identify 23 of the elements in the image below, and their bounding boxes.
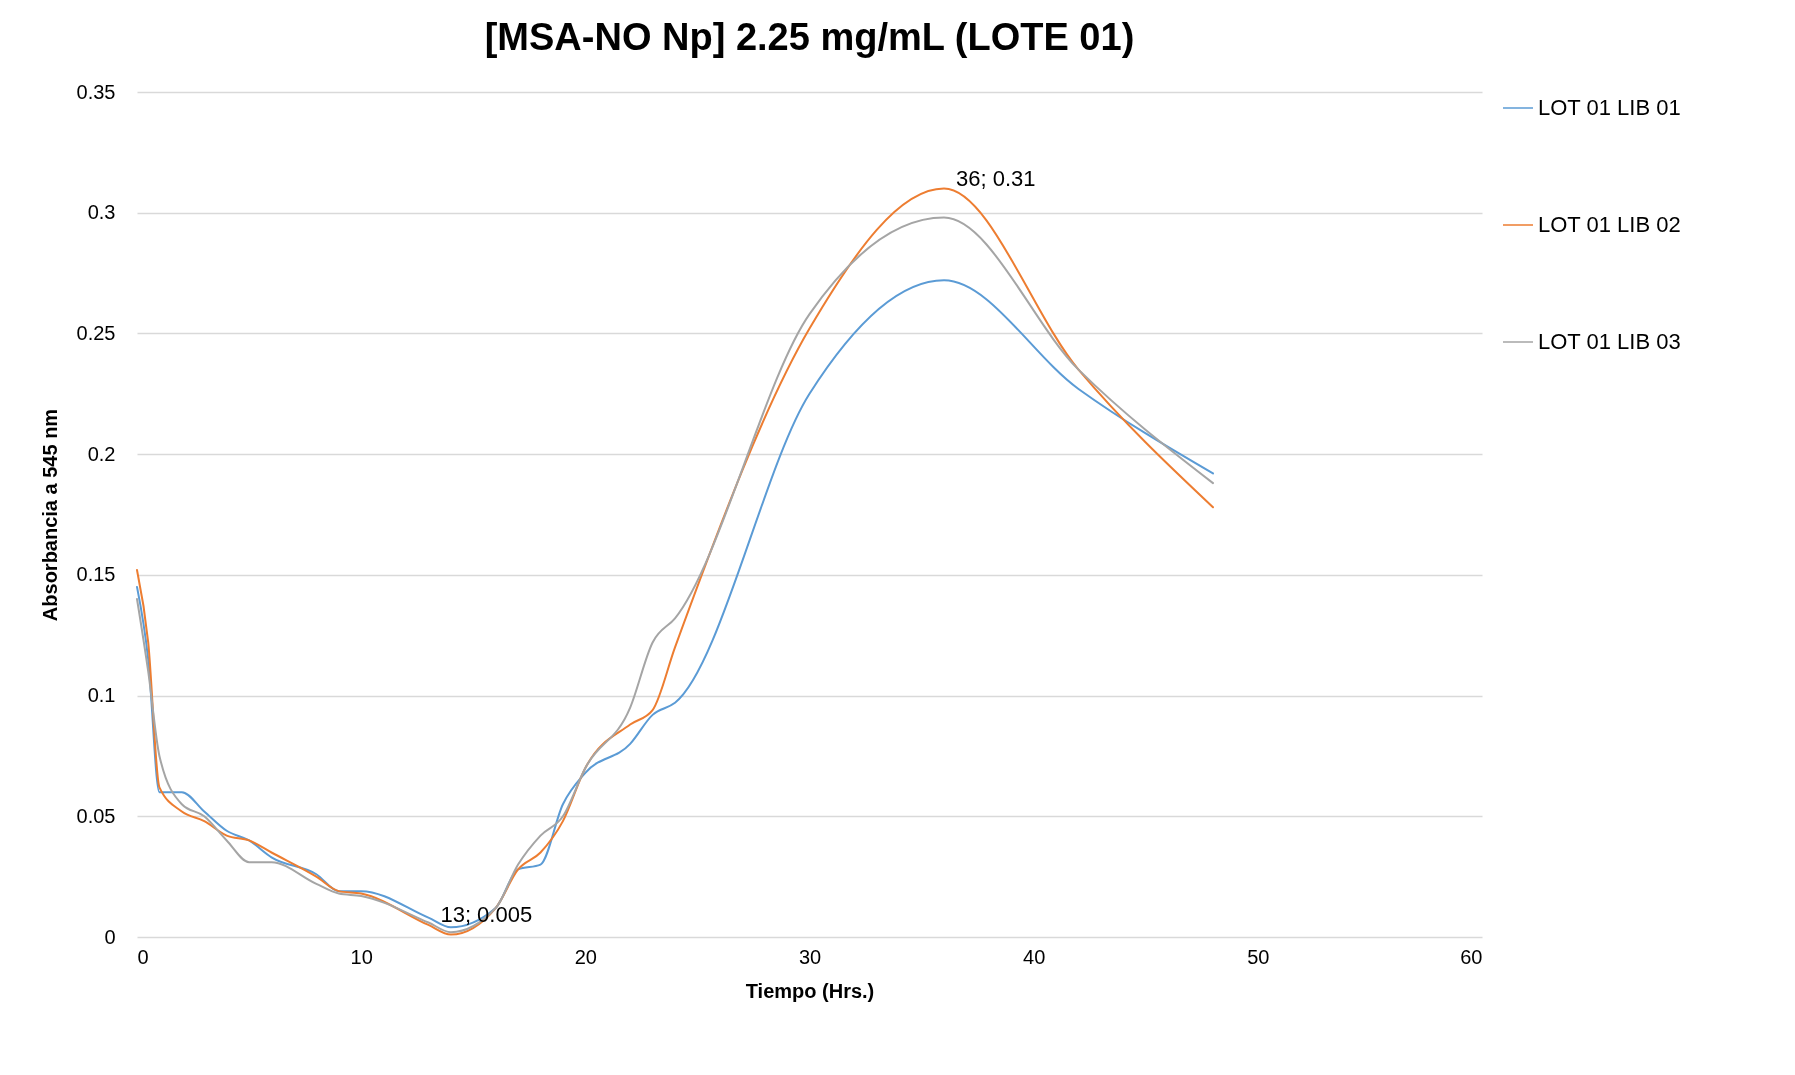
y-tick-label: 0.3 xyxy=(87,201,116,224)
x-tick-label: 20 xyxy=(574,945,597,968)
y-tick-label: 0.35 xyxy=(76,80,116,103)
y-tick-label: 0.15 xyxy=(76,563,116,586)
legend-label: LOT 01 LIB 03 xyxy=(1538,329,1681,354)
x-tick-label: 30 xyxy=(798,945,822,968)
x-axis-title: Tiempo (Hrs.) xyxy=(745,979,875,1002)
legend-label: LOT 01 LIB 01 xyxy=(1538,95,1681,120)
x-tick-label: 60 xyxy=(1460,945,1483,968)
x-tick-label: 10 xyxy=(350,945,373,968)
y-tick-label: 0.05 xyxy=(76,804,116,827)
annotation: 13; 0.005 xyxy=(440,901,533,927)
x-tick-label: 0 xyxy=(137,945,149,968)
y-tick-label: 0 xyxy=(104,925,116,948)
annotation: 36; 0.31 xyxy=(956,165,1036,191)
y-tick-label: 0.1 xyxy=(87,684,116,707)
x-tick-label: 50 xyxy=(1247,945,1270,968)
chart-title: [MSA-NO Np] 2.25 mg/mL (LOTE 01) xyxy=(484,16,1135,58)
y-tick-label: 0.2 xyxy=(87,442,116,465)
x-tick-label: 40 xyxy=(1023,945,1046,968)
y-axis-title: Absorbancia a 545 nm xyxy=(38,408,61,622)
y-tick-label: 0.25 xyxy=(76,321,116,344)
legend-label: LOT 01 LIB 02 xyxy=(1538,212,1681,237)
